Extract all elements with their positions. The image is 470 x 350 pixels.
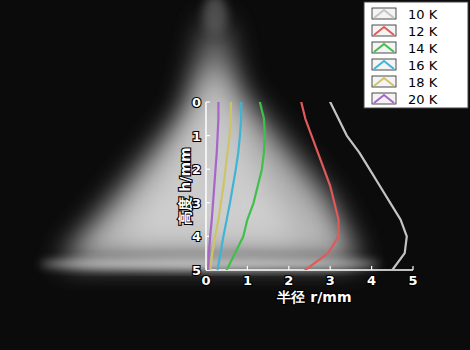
chart: 012345012345半径 r/mm高度 h/mm10 K12 K14 K16…: [0, 0, 470, 350]
legend-label: 18 K: [408, 75, 438, 90]
legend-line: [374, 10, 394, 18]
legend-swatch: [372, 25, 396, 36]
x-tick: [288, 266, 289, 270]
x-tick: [371, 266, 372, 270]
legend-label: 14 K: [408, 41, 438, 56]
legend-swatch: [372, 42, 396, 53]
y-tick: [206, 169, 210, 170]
x-tick: [412, 266, 413, 270]
series-line: [208, 102, 218, 270]
x-tick: [205, 266, 206, 270]
x-tick-label: 1: [243, 273, 252, 288]
legend-box: [364, 2, 468, 108]
y-tick-label: 2: [192, 162, 201, 177]
legend-line: [374, 61, 394, 69]
legend-swatch: [372, 76, 396, 87]
legend-label: 20 K: [408, 92, 438, 107]
y-axis-label: 高度 h/mm: [177, 147, 193, 224]
series-line: [301, 102, 338, 270]
x-tick: [247, 266, 248, 270]
x-tick-label: 2: [284, 273, 293, 288]
plot-lines: [208, 102, 407, 270]
y-tick-label: 0: [192, 95, 201, 110]
y-axis-line: [205, 102, 207, 270]
x-tick: [330, 266, 331, 270]
x-tick-label: 0: [201, 273, 210, 288]
y-tick: [206, 101, 210, 102]
y-tick-label: 1: [192, 129, 201, 144]
x-tick-label: 4: [367, 273, 376, 288]
y-tick-label: 3: [192, 196, 201, 211]
spray-image: [0, 0, 470, 350]
legend-line: [374, 78, 394, 86]
y-tick: [206, 202, 210, 203]
legend-swatch: [372, 93, 396, 104]
legend-line: [374, 95, 394, 103]
series-line: [330, 102, 407, 270]
y-tick-label: 5: [192, 263, 201, 278]
legend-line: [374, 27, 394, 35]
legend-label: 16 K: [408, 58, 438, 73]
legend-swatch: [372, 59, 396, 70]
x-tick-label: 5: [408, 273, 417, 288]
legend-line: [374, 44, 394, 52]
y-tick: [206, 135, 210, 136]
x-tick-label: 3: [326, 273, 335, 288]
x-axis-line: [206, 269, 413, 271]
legend-swatch: [372, 8, 396, 19]
x-axis-label: 半径 r/mm: [276, 289, 351, 305]
legend-label: 12 K: [408, 24, 438, 39]
legend-label: 10 K: [408, 7, 438, 22]
y-tick-label: 4: [192, 229, 201, 244]
